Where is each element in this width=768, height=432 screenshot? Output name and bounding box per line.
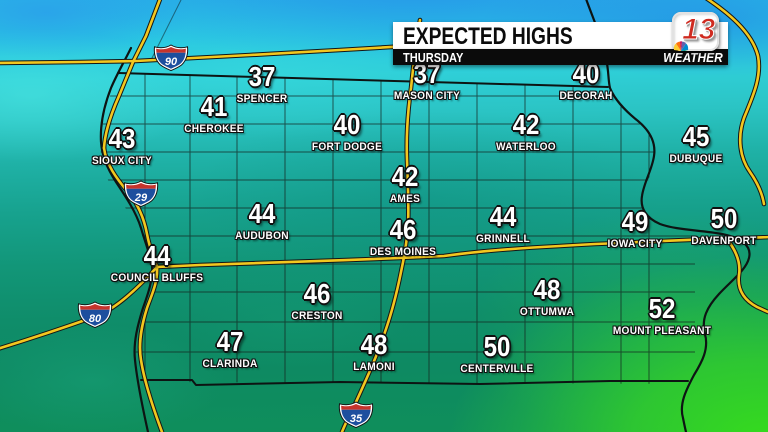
city-label: 50 CENTERVILLE <box>457 333 537 375</box>
city-name: LAMONI <box>353 361 395 373</box>
city-name: MASON CITY <box>393 90 461 102</box>
interstate-shield-29: 29 <box>123 180 159 208</box>
city-label: 45 DUBUQUE <box>667 123 725 165</box>
svg-text:35: 35 <box>350 413 363 425</box>
city-temp: 46 <box>303 278 331 309</box>
city-label: 48 LAMONI <box>351 331 396 373</box>
city-label: 40 DECORAH <box>557 60 615 102</box>
station-weather-label: WEATHER <box>663 50 723 65</box>
city-temp: 48 <box>533 274 561 305</box>
svg-text:29: 29 <box>134 192 148 204</box>
interstate-shield-90: 90 <box>153 44 189 72</box>
city-temp: 45 <box>682 121 710 152</box>
svg-text:80: 80 <box>89 313 102 325</box>
city-label: 44 GRINNELL <box>474 203 533 245</box>
subtitle-bar: THURSDAY WEATHER <box>393 49 728 65</box>
state-borders <box>99 0 751 432</box>
city-label: 46 CRESTON <box>289 280 345 322</box>
city-label: 44 AUDUBON <box>233 200 291 242</box>
station-logo: 13 <box>672 12 719 51</box>
city-temp: 52 <box>648 293 676 324</box>
city-name: CLARINDA <box>202 358 258 370</box>
city-label: 37 MASON CITY <box>391 60 463 102</box>
county-grid <box>100 73 695 384</box>
station-number: 13 <box>681 13 716 47</box>
city-name: SIOUX CITY <box>91 155 153 167</box>
city-temp: 46 <box>389 214 417 245</box>
city-name: DECORAH <box>559 90 613 102</box>
city-label: 43 SIOUX CITY <box>89 125 154 167</box>
city-temp: 42 <box>391 161 419 192</box>
city-temp: 37 <box>248 61 276 92</box>
city-label: 48 OTTUMWA <box>518 276 577 318</box>
city-name: IOWA CITY <box>607 238 663 250</box>
city-temp: 40 <box>333 109 361 140</box>
city-temp: 44 <box>143 240 171 271</box>
city-name: SPENCER <box>236 93 288 105</box>
city-temp: 44 <box>489 201 517 232</box>
city-label: 37 SPENCER <box>234 63 289 105</box>
city-label: 41 CHEROKEE <box>182 93 247 135</box>
page-title: EXPECTED HIGHS <box>403 23 573 50</box>
city-temp: 50 <box>483 331 511 362</box>
peacock-icon <box>673 41 689 51</box>
city-label: 49 IOWA CITY <box>605 208 665 250</box>
city-name: CRESTON <box>291 310 343 322</box>
city-temp: 42 <box>512 109 540 140</box>
svg-text:90: 90 <box>165 56 178 68</box>
city-label: 42 WATERLOO <box>493 111 558 153</box>
city-label: 40 FORT DODGE <box>309 111 385 153</box>
interstate-shield-35: 35 <box>338 401 374 429</box>
city-name: DES MOINES <box>369 246 437 258</box>
city-name: MOUNT PLEASANT <box>612 325 712 337</box>
city-temp: 41 <box>200 91 228 122</box>
city-temp: 43 <box>108 123 136 154</box>
city-name: COUNCIL BLUFFS <box>110 272 204 284</box>
city-temp: 47 <box>216 326 244 357</box>
city-label: 44 COUNCIL BLUFFS <box>107 242 208 284</box>
city-temp: 50 <box>710 203 738 234</box>
city-temp: 44 <box>248 198 276 229</box>
city-temp: 48 <box>360 329 388 360</box>
city-name: WATERLOO <box>496 141 556 153</box>
city-name: CENTERVILLE <box>460 363 534 375</box>
city-label: 47 CLARINDA <box>200 328 260 370</box>
city-name: DUBUQUE <box>669 153 723 165</box>
city-name: AUDUBON <box>235 230 289 242</box>
city-label: 52 MOUNT PLEASANT <box>609 295 716 337</box>
city-name: DAVENPORT <box>691 235 757 247</box>
city-temp: 49 <box>621 206 649 237</box>
city-name: GRINNELL <box>476 233 530 245</box>
city-label: 50 DAVENPORT <box>689 205 760 247</box>
city-name: AMES <box>389 193 421 205</box>
city-label: 42 AMES <box>389 163 422 205</box>
city-name: FORT DODGE <box>311 141 383 153</box>
city-label: 46 DES MOINES <box>367 216 439 258</box>
city-name: CHEROKEE <box>184 123 244 135</box>
interstate-shield-80: 80 <box>77 301 113 329</box>
forecast-day: THURSDAY <box>403 50 464 65</box>
city-name: OTTUMWA <box>519 306 575 318</box>
